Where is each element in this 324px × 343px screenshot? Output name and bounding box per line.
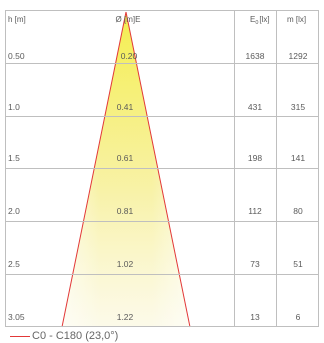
row-height: 1.0 xyxy=(8,102,20,112)
table-row: 1.0 0.41 431 315 xyxy=(8,102,305,112)
table-row: 0.50 0.20 1638 1292 xyxy=(8,51,308,61)
row-em: 315 xyxy=(291,102,305,112)
row-height: 3.05 xyxy=(8,312,25,322)
header-illuminance-e0: E0[lx] xyxy=(250,15,270,26)
row-diameter: 0.41 xyxy=(117,102,134,112)
table-row: 3.05 1.22 13 6 xyxy=(8,312,301,322)
beam-cone-edge-fade xyxy=(62,12,190,327)
row-diameter: 0.61 xyxy=(117,153,134,163)
table-grid xyxy=(5,10,319,327)
row-height: 2.5 xyxy=(8,259,20,269)
header-illuminance-em: m [lx] xyxy=(287,15,306,24)
row-e0: 198 xyxy=(248,153,262,163)
table-row: 2.0 0.81 112 80 xyxy=(8,206,303,216)
row-diameter: 0.20 xyxy=(121,51,138,61)
legend-label: C0 - C180 (23,0°) xyxy=(32,330,119,342)
row-e0: 431 xyxy=(248,102,262,112)
row-height: 1.5 xyxy=(8,153,20,163)
row-e0: 1638 xyxy=(246,51,265,61)
row-diameter: 0.81 xyxy=(117,206,134,216)
row-diameter: 1.22 xyxy=(117,312,134,322)
legend-line-swatch xyxy=(10,335,30,337)
row-em: 51 xyxy=(293,259,303,269)
row-height: 0.50 xyxy=(8,51,25,61)
row-e0: 13 xyxy=(250,312,260,322)
row-height: 2.0 xyxy=(8,206,20,216)
row-em: 1292 xyxy=(289,51,308,61)
row-e0: 112 xyxy=(248,206,262,216)
legend: C0 - C180 (23,0°) xyxy=(10,330,118,342)
row-em: 6 xyxy=(296,312,301,322)
row-e0: 73 xyxy=(250,259,260,269)
row-em: 141 xyxy=(291,153,305,163)
row-em: 80 xyxy=(293,206,303,216)
header-diameter: Ø [m]E xyxy=(116,15,141,24)
table-header: h [m] Ø [m]E E0[lx] m [lx] xyxy=(8,15,306,26)
header-height: h [m] xyxy=(8,15,26,24)
table-row: 1.5 0.61 198 141 xyxy=(8,153,305,163)
table-row: 2.5 1.02 73 51 xyxy=(8,259,303,269)
row-diameter: 1.02 xyxy=(117,259,134,269)
